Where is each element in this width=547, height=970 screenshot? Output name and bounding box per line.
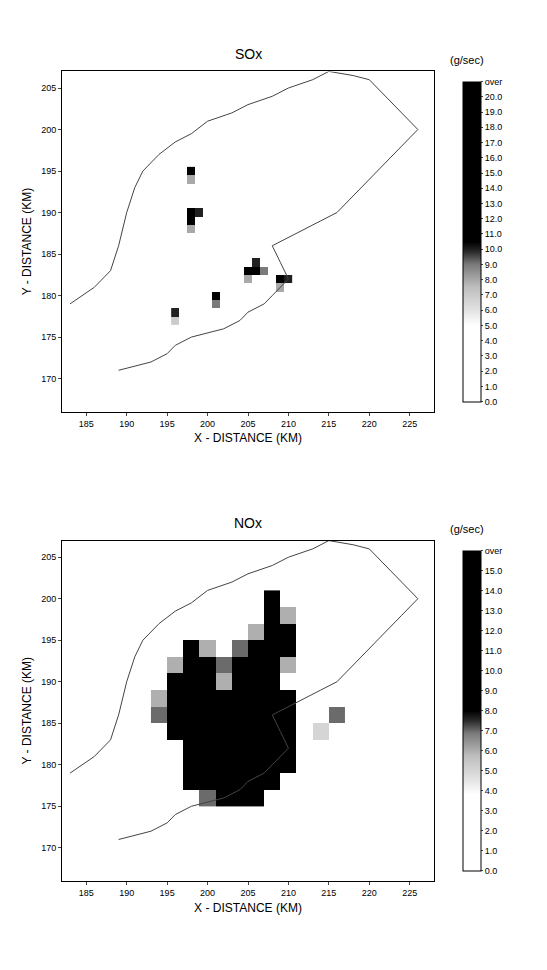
svg-text:5.0: 5.0	[485, 766, 498, 776]
svg-text:185: 185	[79, 888, 94, 898]
svg-text:170: 170	[41, 374, 56, 384]
svg-text:190: 190	[41, 677, 56, 687]
svg-text:200: 200	[200, 419, 215, 429]
svg-text:over: over	[485, 546, 503, 556]
svg-text:195: 195	[41, 166, 56, 176]
svg-text:20.0: 20.0	[485, 92, 503, 102]
svg-text:Y - DISTANCE (KM): Y - DISTANCE (KM)	[20, 657, 34, 765]
svg-text:X - DISTANCE (KM): X - DISTANCE (KM)	[194, 431, 302, 445]
svg-text:190: 190	[41, 208, 56, 218]
svg-text:13.0: 13.0	[485, 606, 503, 616]
svg-text:11.0: 11.0	[485, 229, 502, 239]
svg-text:205: 205	[240, 888, 255, 898]
svg-text:8.0: 8.0	[485, 706, 498, 716]
svg-text:185: 185	[79, 419, 94, 429]
svg-text:6.0: 6.0	[485, 305, 498, 315]
svg-text:200: 200	[41, 125, 56, 135]
svg-text:175: 175	[41, 332, 56, 342]
svg-text:19.0: 19.0	[485, 107, 503, 117]
svg-text:210: 210	[281, 419, 296, 429]
svg-text:3.0: 3.0	[485, 806, 498, 816]
svg-text:5.0: 5.0	[485, 321, 498, 331]
svg-text:190: 190	[119, 888, 134, 898]
svg-text:170: 170	[41, 843, 56, 853]
svg-text:SOx: SOx	[235, 46, 262, 62]
svg-text:200: 200	[41, 594, 56, 604]
svg-text:9.0: 9.0	[485, 686, 498, 696]
svg-text:9.0: 9.0	[485, 260, 498, 270]
svg-text:14.0: 14.0	[485, 586, 503, 596]
svg-text:195: 195	[41, 635, 56, 645]
svg-text:185: 185	[41, 249, 56, 259]
svg-text:200: 200	[200, 888, 215, 898]
svg-text:0.0: 0.0	[485, 866, 498, 876]
svg-text:(g/sec): (g/sec)	[450, 523, 484, 535]
svg-text:12.0: 12.0	[485, 214, 503, 224]
svg-text:15.0: 15.0	[485, 566, 503, 576]
svg-text:7.0: 7.0	[485, 726, 498, 736]
svg-text:18.0: 18.0	[485, 122, 503, 132]
svg-text:185: 185	[41, 718, 56, 728]
svg-text:15.0: 15.0	[485, 168, 503, 178]
svg-text:10.0: 10.0	[485, 244, 503, 254]
svg-text:215: 215	[321, 888, 336, 898]
svg-text:4.0: 4.0	[485, 336, 498, 346]
svg-text:1.0: 1.0	[485, 382, 498, 392]
svg-text:205: 205	[41, 552, 56, 562]
svg-text:220: 220	[362, 419, 377, 429]
svg-text:175: 175	[41, 801, 56, 811]
svg-text:6.0: 6.0	[485, 746, 498, 756]
svg-text:(g/sec): (g/sec)	[450, 54, 484, 66]
svg-text:17.0: 17.0	[485, 138, 503, 148]
svg-text:4.0: 4.0	[485, 786, 498, 796]
svg-text:2.0: 2.0	[485, 366, 498, 376]
svg-text:2.0: 2.0	[485, 826, 498, 836]
svg-text:190: 190	[119, 419, 134, 429]
svg-text:10.0: 10.0	[485, 666, 503, 676]
svg-text:215: 215	[321, 419, 336, 429]
svg-text:8.0: 8.0	[485, 275, 498, 285]
svg-text:11.0: 11.0	[485, 646, 502, 656]
svg-text:14.0: 14.0	[485, 183, 503, 193]
svg-text:195: 195	[160, 888, 175, 898]
svg-text:1.0: 1.0	[485, 846, 498, 856]
svg-text:220: 220	[362, 888, 377, 898]
svg-text:180: 180	[41, 760, 56, 770]
svg-text:over: over	[485, 77, 503, 87]
svg-text:205: 205	[240, 419, 255, 429]
svg-text:7.0: 7.0	[485, 290, 498, 300]
svg-text:Y - DISTANCE (KM): Y - DISTANCE (KM)	[20, 188, 34, 296]
svg-text:NOx: NOx	[234, 515, 262, 531]
svg-text:180: 180	[41, 291, 56, 301]
svg-text:195: 195	[160, 419, 175, 429]
svg-text:210: 210	[281, 888, 296, 898]
svg-text:3.0: 3.0	[485, 351, 498, 361]
svg-text:225: 225	[402, 888, 417, 898]
svg-text:16.0: 16.0	[485, 153, 503, 163]
svg-text:225: 225	[402, 419, 417, 429]
svg-text:13.0: 13.0	[485, 199, 503, 209]
svg-text:205: 205	[41, 83, 56, 93]
svg-text:12.0: 12.0	[485, 626, 503, 636]
svg-text:0.0: 0.0	[485, 397, 498, 407]
svg-text:X - DISTANCE (KM): X - DISTANCE (KM)	[194, 901, 302, 915]
